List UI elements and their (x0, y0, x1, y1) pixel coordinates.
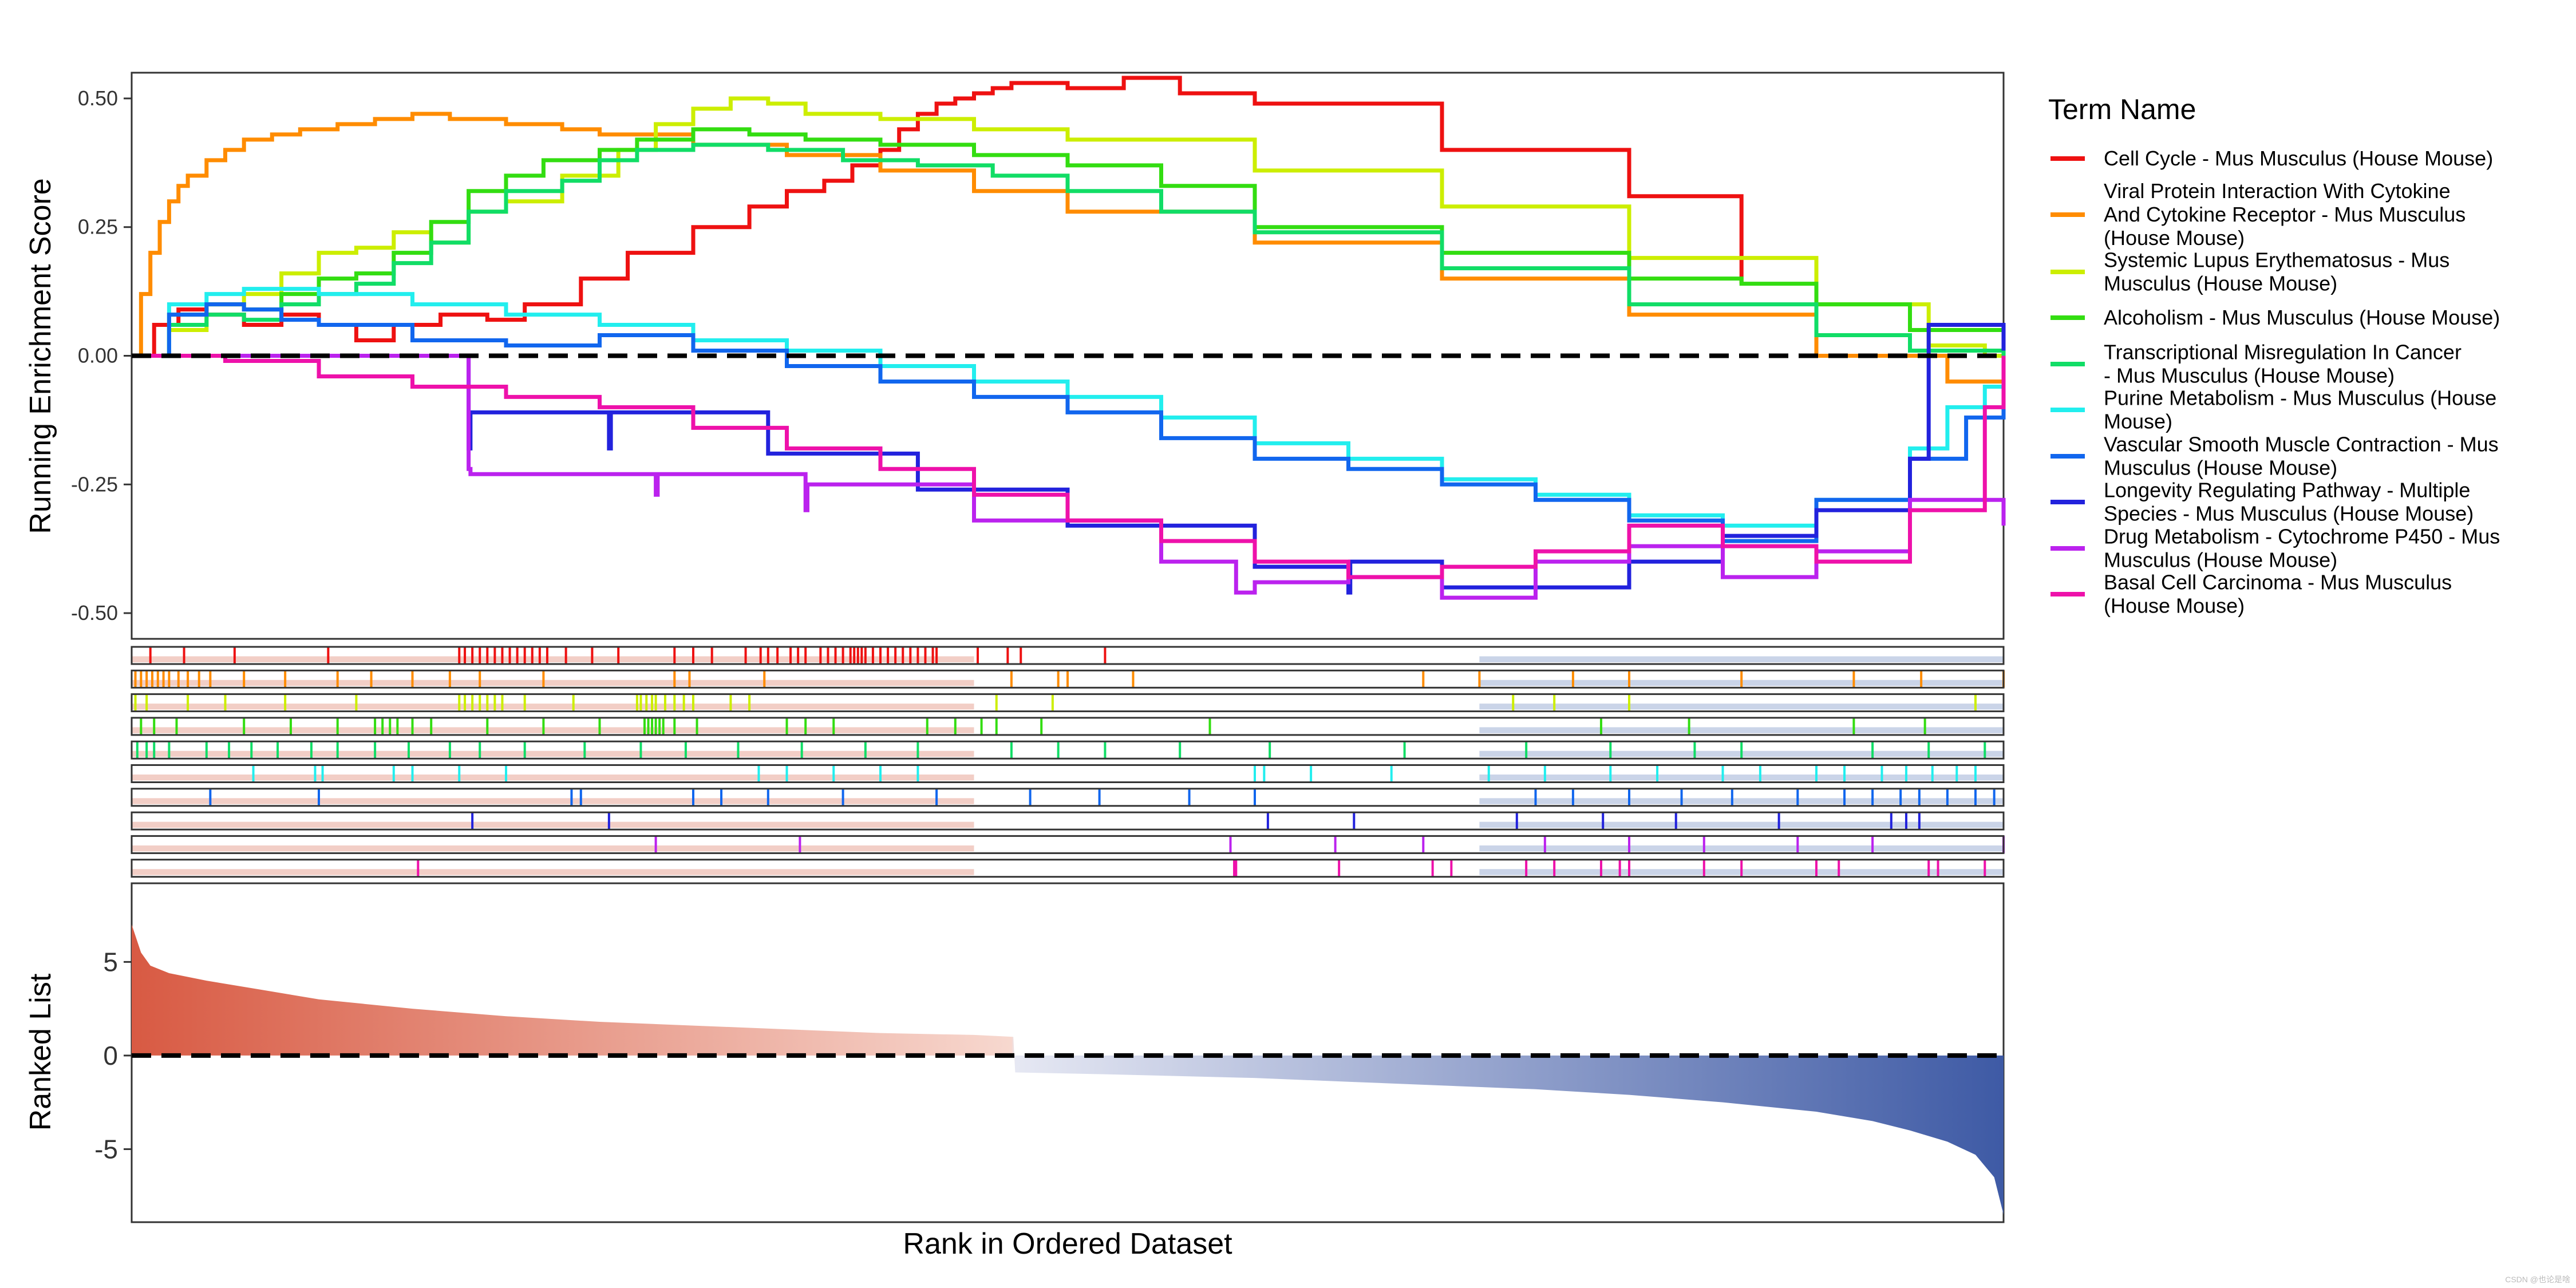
hit-rug-frame (131, 740, 2005, 760)
ranked-list-x-axis-title: Rank in Ordered Dataset (903, 1227, 1232, 1261)
legend-item-9: Drug Metabolism - Cytochrome P450 - Mus M… (2050, 525, 2500, 572)
legend-label: Transcriptional Misregulation In Cancer -… (2104, 341, 2462, 388)
hit-rug-shade-negative (1479, 845, 2004, 852)
enrichment-panel: 0.50 0.25 0.00 -0.25 -0.50 Running Enrichmen… (24, 72, 2006, 640)
hit-rug-frame (131, 646, 2005, 665)
enrichment-y-axis-title: Running Enrichment Score (24, 178, 57, 534)
hit-rug-row-9 (131, 835, 2005, 854)
hit-rug-panel (131, 646, 2005, 878)
hit-rug-frame (131, 693, 2005, 713)
hit-rug-row-1 (131, 646, 2005, 665)
ranked-list-y-axis-title: Ranked List (24, 973, 57, 1131)
enrichment-y-tick-label: -0.50 (71, 601, 118, 625)
hit-rug-frame (131, 717, 2005, 736)
hit-rug-shade-positive (132, 845, 974, 852)
legend-item-4: Alcoholism - Mus Musculus (House Mouse) (2050, 306, 2500, 329)
ranked-list-y-tick-label: -5 (94, 1134, 118, 1164)
hit-rug-frame (131, 669, 2005, 689)
hit-rug-shade-positive (132, 775, 974, 781)
legend-label: Alcoholism - Mus Musculus (House Mouse) (2104, 306, 2500, 329)
hit-rug-shade-negative (1479, 656, 2004, 662)
hit-rug-row-6 (131, 764, 2005, 783)
hit-rug-shade-negative (1479, 727, 2004, 733)
hit-rug-row-8 (131, 811, 2005, 831)
hit-rug-row-3 (131, 693, 2005, 713)
enrichment-y-tick-label: -0.25 (71, 472, 118, 496)
legend-item-7: Vascular Smooth Muscle Contraction - Mus… (2050, 433, 2499, 480)
legend-label: Purine Metabolism - Mus Musculus (House M… (2104, 386, 2496, 433)
ranked-list-y-tick-label: 0 (103, 1041, 118, 1070)
legend-item-3: Systemic Lupus Erythematosus - Mus Muscul… (2050, 248, 2449, 295)
enrichment-y-tick-label: 0.50 (78, 86, 118, 110)
hit-rug-shade-positive (132, 798, 974, 804)
hit-rug-frame (131, 764, 2005, 783)
enrichment-y-ticks: 0.50 0.25 0.00 -0.25 -0.50 (71, 86, 132, 625)
enrichment-series-line-2 (132, 112, 2006, 384)
hit-rug-shade-positive (132, 727, 974, 733)
hit-rug-shade-positive (132, 656, 974, 662)
legend-label: Systemic Lupus Erythematosus - Mus Muscul… (2104, 248, 2449, 295)
legend-title: Term Name (2048, 93, 2196, 125)
legend-item-5: Transcriptional Misregulation In Cancer -… (2050, 341, 2462, 388)
hit-rug-frame (131, 788, 2005, 807)
hit-rug-shade-negative (1479, 821, 2004, 828)
hit-rug-shade-positive (132, 821, 974, 828)
hit-rug-frame (131, 835, 2005, 854)
hit-rug-shade-positive (132, 679, 974, 686)
hit-rug-shade-negative (1479, 775, 2004, 781)
hit-rug-shade-positive (132, 869, 974, 875)
legend-item-8: Longevity Regulating Pathway - Multiple S… (2050, 479, 2474, 526)
hit-rug-row-10 (131, 859, 2005, 878)
enrichment-series-line-10 (132, 354, 2006, 579)
hit-rug-row-5 (131, 740, 2005, 760)
watermark: CSDN @也论是啥 (2505, 1275, 2570, 1284)
ranked-list-panel: 5 0 -5 Ranked List Rank in Ordered Dataset (24, 882, 2005, 1261)
enrichment-y-tick-label: 0.25 (78, 215, 118, 239)
hit-rug-row-7 (131, 788, 2005, 807)
legend-label: Viral Protein Interaction With Cytokine A… (2104, 179, 2466, 250)
legend-label: Vascular Smooth Muscle Contraction - Mus… (2104, 433, 2499, 480)
enrichment-y-tick-label: 0.00 (78, 344, 118, 368)
hit-rug-shade-negative (1479, 704, 2004, 710)
legend-label: Basal Cell Carcinoma - Mus Musculus (Hous… (2104, 571, 2452, 618)
hit-rug-row-4 (131, 717, 2005, 736)
enrichment-series (132, 76, 2006, 600)
enrichment-series-line-9 (132, 354, 2006, 600)
legend-label: Cell Cycle - Mus Musculus (House Mouse) (2104, 147, 2493, 170)
hit-rug-frame (131, 859, 2005, 878)
legend-item-10: Basal Cell Carcinoma - Mus Musculus (Hous… (2050, 571, 2452, 618)
ranked-list-y-ticks: 5 0 -5 (94, 947, 132, 1164)
legend-label: Drug Metabolism - Cytochrome P450 - Mus M… (2104, 525, 2500, 572)
legend-item-1: Cell Cycle - Mus Musculus (House Mouse) (2050, 147, 2493, 170)
hit-rug-shade-negative (1479, 798, 2004, 804)
legend-item-6: Purine Metabolism - Mus Musculus (House M… (2050, 386, 2496, 433)
legend: Term Name Cell Cycle - Mus Musculus (Hou… (2048, 93, 2500, 618)
legend-item-2: Viral Protein Interaction With Cytokine A… (2050, 179, 2466, 250)
ranked-list-y-tick-label: 5 (103, 947, 118, 977)
hit-rug-row-2 (131, 669, 2005, 689)
hit-rug-shade-positive (132, 704, 974, 710)
hit-rug-shade-positive (132, 750, 974, 757)
enrichment-series-line-5 (132, 143, 2006, 366)
ranked-list-area (132, 924, 2004, 1215)
hit-rug-frame (131, 811, 2005, 831)
legend-label: Longevity Regulating Pathway - Multiple S… (2104, 479, 2474, 526)
enrichment-series-line-3 (132, 96, 2006, 366)
